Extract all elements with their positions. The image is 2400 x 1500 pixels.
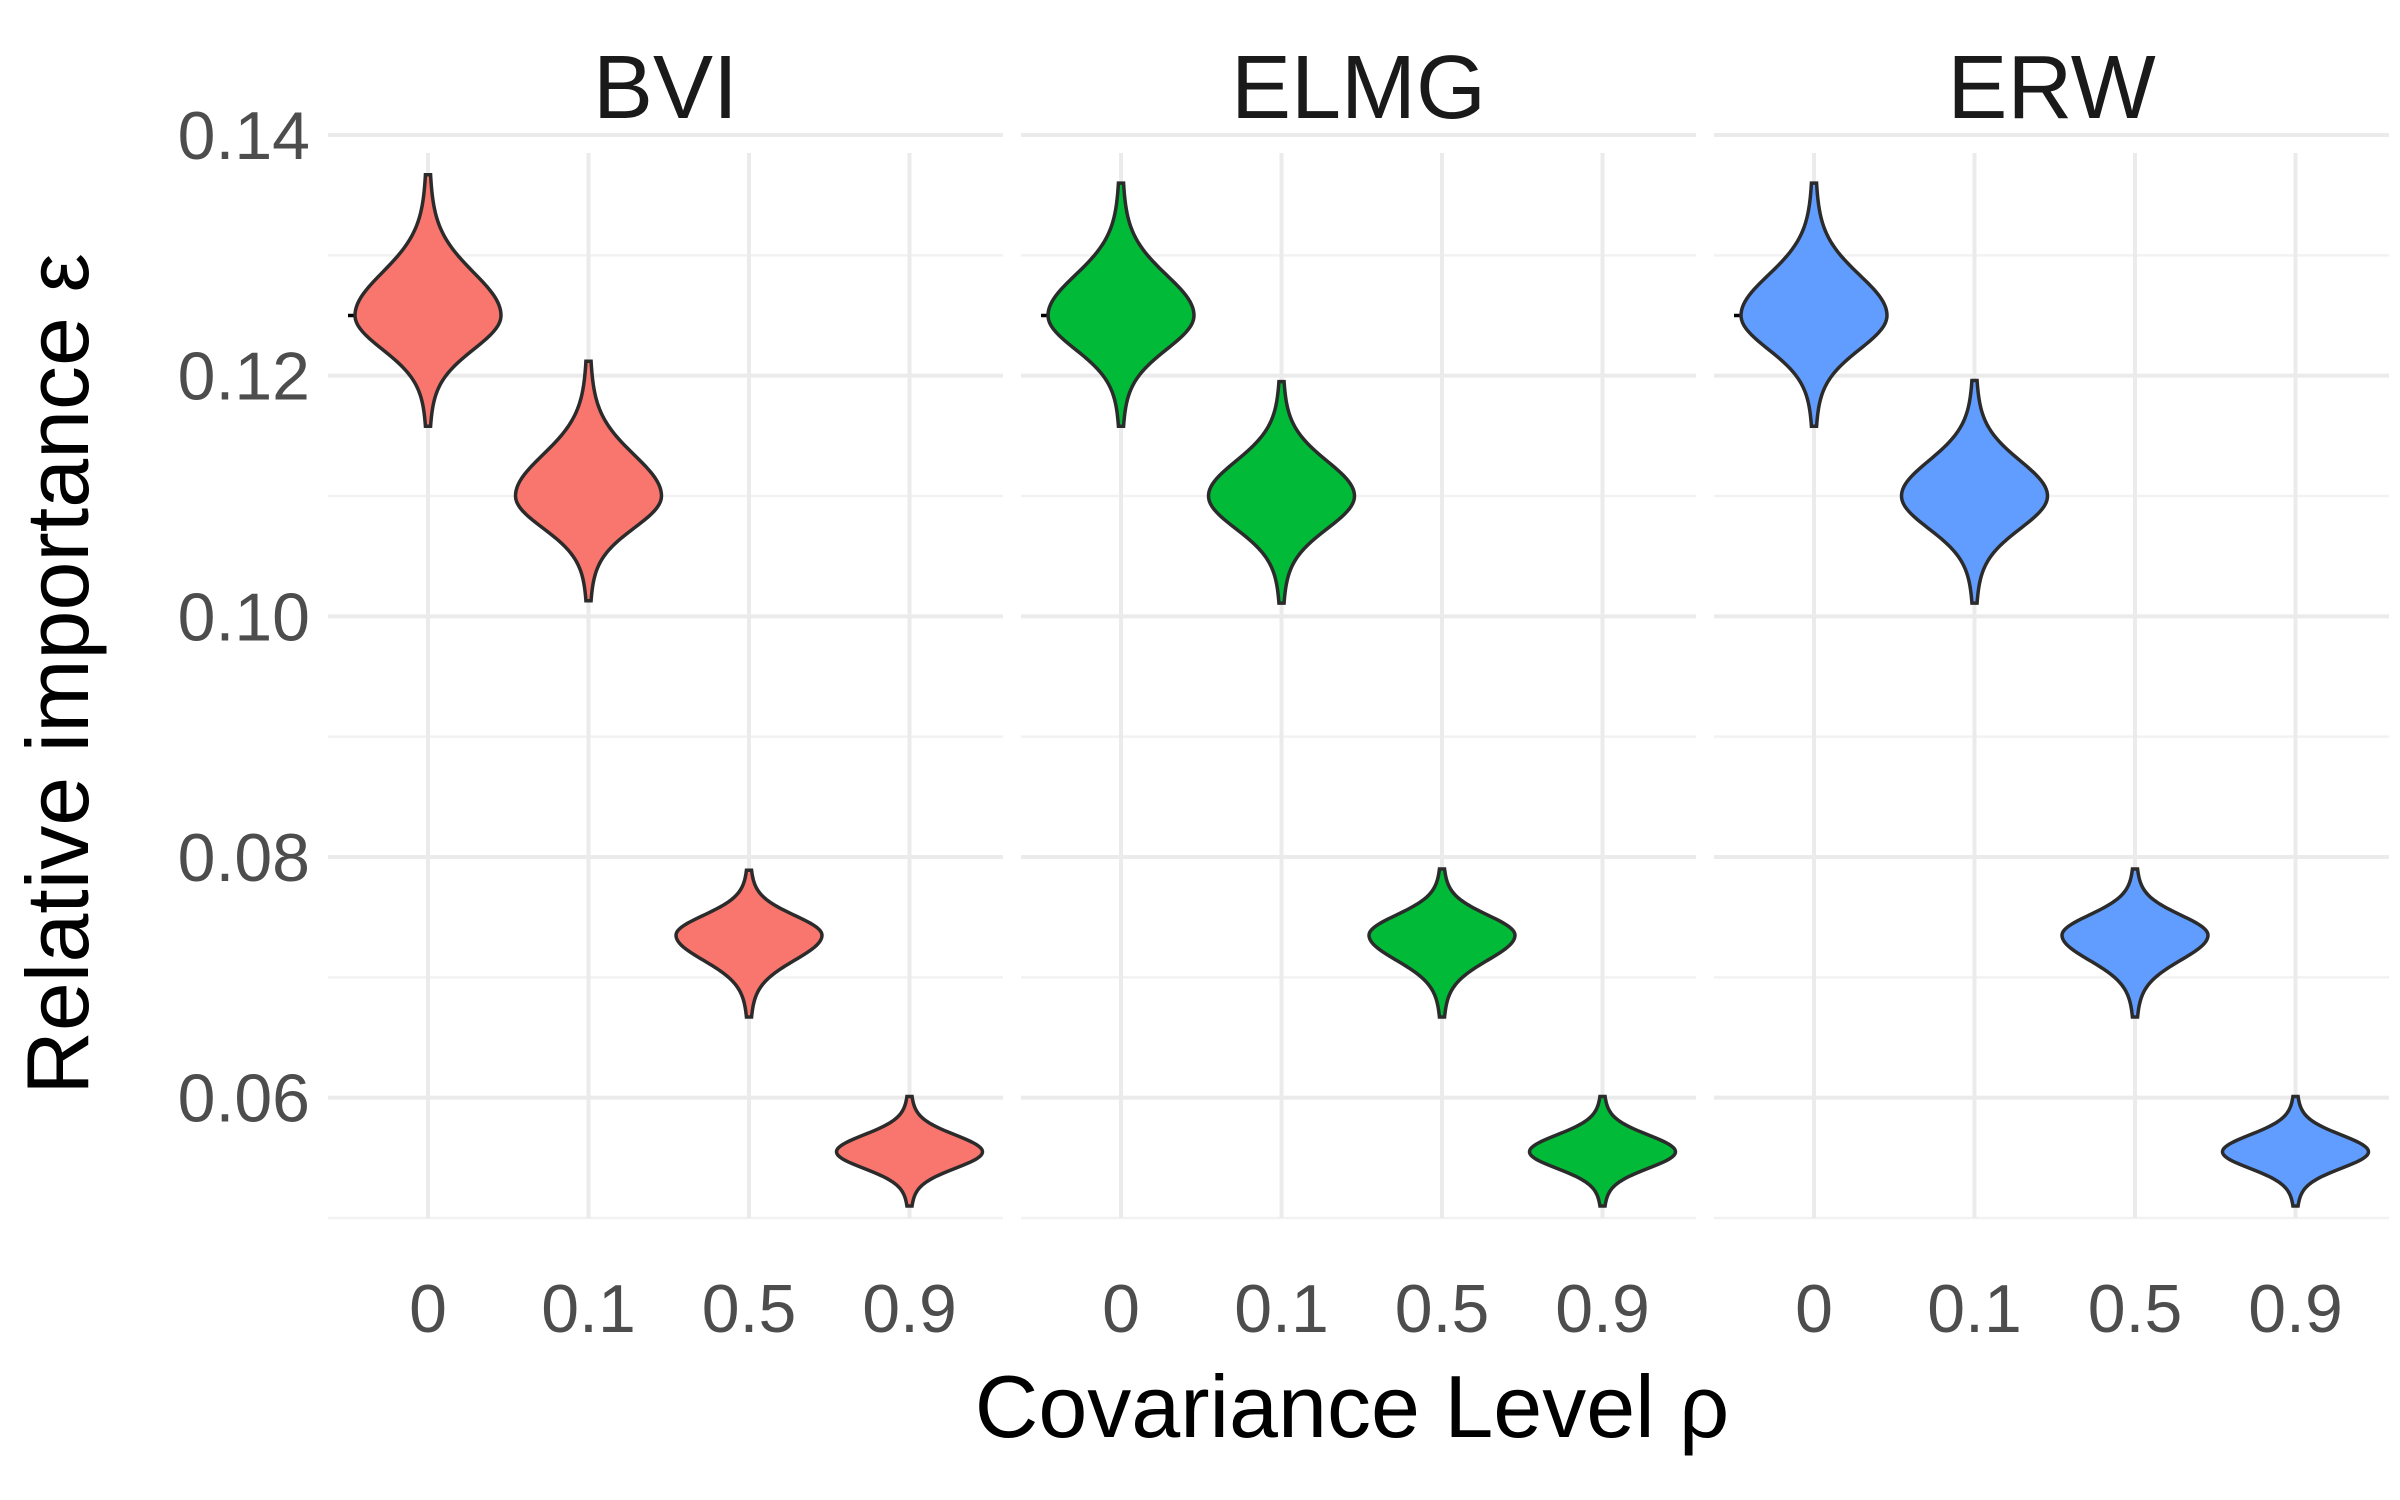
panel-title: ERW [1947,38,2155,138]
x-tick-label: 0.9 [2248,1271,2343,1347]
violin-erw-0_1 [1899,378,2050,605]
violin-erw-0_5 [2060,867,2210,1019]
x-tick-label: 0 [1102,1271,1140,1347]
x-tick-label: 0.9 [862,1271,957,1347]
x-tick-label: 0.5 [702,1271,797,1347]
y-tick-label: 0.10 [178,579,310,655]
violin-bvi-0_9 [834,1094,985,1208]
violin-elmg-0_1 [1206,379,1357,605]
violin-erw-0_9 [2220,1094,2371,1208]
x-tick-label: 0.1 [1927,1271,2022,1347]
violins [353,172,2371,1208]
violin-bvi-0 [353,172,503,428]
panel-title: ELMG [1231,38,1486,138]
violin-elmg-0_5 [1367,867,1517,1019]
panel-title: BVI [593,38,738,138]
y-tick-label: 0.14 [178,98,310,174]
violin-elmg-0_9 [1527,1094,1678,1208]
x-tick-label: 0 [409,1271,447,1347]
x-tick-label: 0.1 [1234,1271,1329,1347]
x-axis-title: Covariance Level ρ [975,1357,1729,1456]
violin-bvi-0_1 [513,359,664,603]
y-tick-label: 0.12 [178,339,310,415]
x-tick-label: 0.9 [1555,1271,1650,1347]
x-tick-label: 0.5 [1395,1271,1490,1347]
y-tick-label: 0.08 [178,820,310,896]
violin-elmg-0 [1046,181,1196,428]
x-tick-label: 0.5 [2088,1271,2183,1347]
grid-layer [328,133,2389,1220]
labels: BVI 0 0.1 0.5 0.9 ELMG 0 0.1 0.5 0.9 ERW 0 0.1 0.5 0.9… [178,38,2343,1347]
violin-erw-0 [1739,181,1889,428]
y-axis-title: Relative importance ε [8,253,107,1094]
y-tick-label: 0.06 [178,1061,310,1137]
violin-bvi-0_5 [674,868,824,1019]
x-tick-label: 0 [1795,1271,1833,1347]
x-tick-label: 0.1 [541,1271,636,1347]
